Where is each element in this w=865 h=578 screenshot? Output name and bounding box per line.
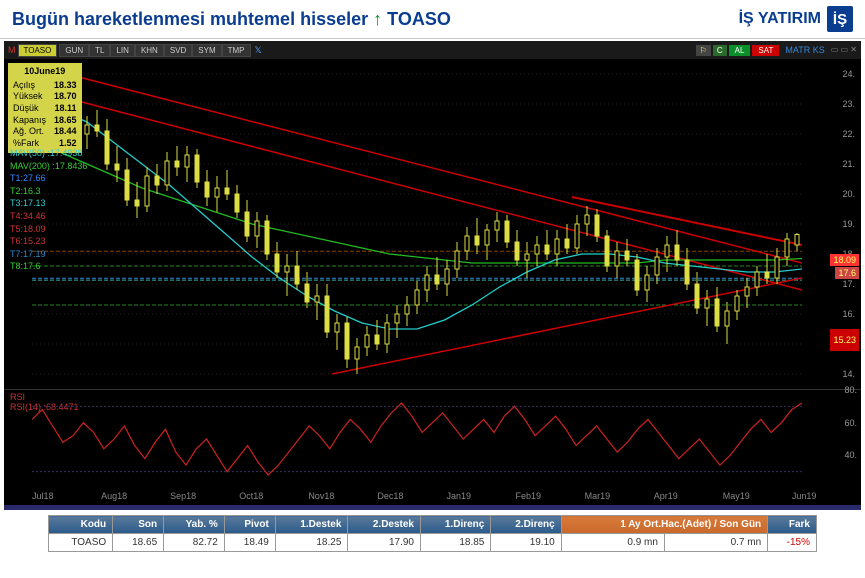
col-header: Son [113,516,164,534]
indicator: T2:16.3 [10,185,87,198]
brand-icon: İŞ [827,6,853,32]
price-chart[interactable]: 10June19 Açılış18.33Yüksek18.70Düşük18.1… [4,59,861,389]
col-header-volume: 1 Ay Ort.Hac.(Adet) / Son Gün [561,516,767,534]
window-controls[interactable]: ▭ ▭ ✕ [831,45,857,56]
time-axis: Jul18Aug18Sep18Oct18Nov18Dec18Jan19Feb19… [4,487,861,505]
cell-fark: -15% [768,534,817,552]
ohlc-box: 10June19 Açılış18.33Yüksek18.70Düşük18.1… [8,63,82,153]
time-tick: Mar19 [585,491,654,501]
col-header: Pivot [224,516,275,534]
rsi-chart-svg [32,390,802,488]
toolbar-sym[interactable]: SYM [192,44,221,57]
ohlc-row: Ağ. Ort.18.44 [13,126,77,138]
indicator-list: MAV(50) :17.4938MAV(200) :17.8436T1:27.6… [10,147,87,273]
header: Bugün hareketlenmesi muhtemel hisseler ↑… [0,0,865,39]
indicator: MAV(200) :17.8436 [10,160,87,173]
price-level-box: 18.09 [830,254,859,266]
cell: TOASO [49,534,113,552]
flag-icon[interactable]: ⚐ [696,45,711,56]
cell: 17.90 [348,534,421,552]
brand-text: İŞ YATIRIM [739,10,821,28]
al-button[interactable]: AL [729,45,751,56]
title-prefix: Bugün hareketlenmesi muhtemel hisseler [12,9,368,29]
indicator: T5:18.09 [10,223,87,236]
col-header: 1.Destek [275,516,348,534]
chart-scrollbar[interactable] [4,505,861,510]
ohlc-row: Açılış18.33 [13,80,77,92]
page-title: Bugün hareketlenmesi muhtemel hisseler ↑… [12,9,451,30]
price-level-box: 15.23 [830,329,859,351]
chart-container: M TOASO GUNTLLINKHNSVDSYMTMP 𝕏 ⚐ C AL SA… [4,41,861,509]
ohlc-row: Kapanış18.65 [13,115,77,127]
time-tick: Sep18 [170,491,239,501]
cell: 18.65 [113,534,164,552]
toolbar-svd[interactable]: SVD [164,44,192,57]
ohlc-date: 10June19 [13,66,77,78]
m-icon: M [8,45,16,55]
indicator: MAV(50) :17.4938 [10,147,87,160]
time-tick: Dec18 [377,491,446,501]
cell: 18.85 [421,534,491,552]
time-tick: Feb19 [516,491,585,501]
col-header: Kodu [49,516,113,534]
toolbar-khn[interactable]: KHN [135,44,164,57]
toolbar-gun[interactable]: GUN [59,44,89,57]
time-tick: Jan19 [446,491,515,501]
indicator: T1:27.66 [10,172,87,185]
summary-table: KoduSonYab. %Pivot1.Destek2.Destek1.Dire… [48,515,817,552]
up-arrow-icon: ↑ [373,9,382,29]
col-header: 2.Direnç [491,516,561,534]
toolbar-lin[interactable]: LIN [110,44,134,57]
price-level-box: 17.6 [835,267,859,279]
cell: 0.9 mn [561,534,664,552]
cell: 18.25 [275,534,348,552]
time-tick: Jun19 [792,491,861,501]
time-tick: Aug18 [101,491,170,501]
indicator: T6:15.23 [10,235,87,248]
sat-button[interactable]: SAT [752,45,779,56]
col-header: 1.Direnç [421,516,491,534]
cell: 0.7 mn [664,534,767,552]
col-header: Yab. % [164,516,225,534]
brand-logo: İŞ YATIRIM İŞ [739,6,853,32]
rsi-panel[interactable]: RSI RSI(14) :68.4471 40.60.80. [4,389,861,487]
indicator: T8:17.6 [10,260,87,273]
toolbar-tmp[interactable]: TMP [222,44,251,57]
c-button[interactable]: C [713,45,727,56]
cell: 82.72 [164,534,225,552]
indicator: T4:34.46 [10,210,87,223]
time-tick: Apr19 [654,491,723,501]
time-tick: Nov18 [308,491,377,501]
col-header-fark: Fark [768,516,817,534]
cell: 18.49 [224,534,275,552]
ohlc-row: Yüksek18.70 [13,91,77,103]
toolbar-symbol[interactable]: TOASO [18,44,58,57]
col-header: 2.Destek [348,516,421,534]
time-tick: Jul18 [32,491,101,501]
time-tick: Oct18 [239,491,308,501]
twitter-icon[interactable]: 𝕏 [255,45,262,56]
ohlc-row: Düşük18.11 [13,103,77,115]
ticker-symbol: TOASO [387,9,451,29]
chart-toolbar: M TOASO GUNTLLINKHNSVDSYMTMP 𝕏 ⚐ C AL SA… [4,41,861,59]
matriks-brand: MATR KS [781,45,828,56]
cell: 19.10 [491,534,561,552]
toolbar-tl[interactable]: TL [89,44,110,57]
indicator: T7:17.19 [10,248,87,261]
time-tick: May19 [723,491,792,501]
price-chart-svg [32,59,802,389]
indicator: T3:17.13 [10,197,87,210]
